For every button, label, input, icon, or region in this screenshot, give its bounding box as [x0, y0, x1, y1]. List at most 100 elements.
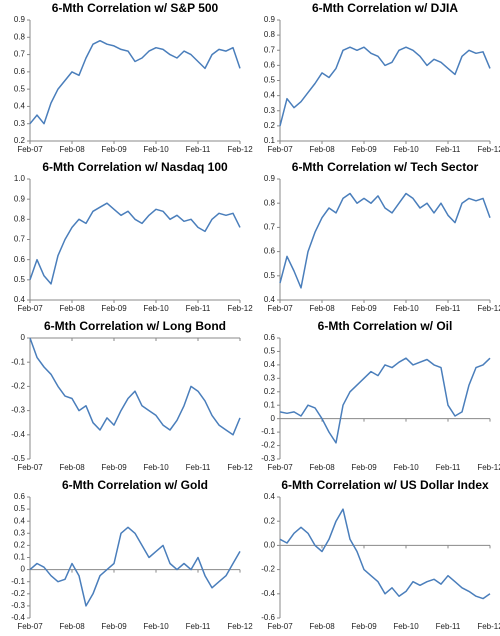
y-tick-label: -0.4	[11, 430, 25, 439]
y-tick-label: -0.3	[11, 601, 25, 610]
chart-panel: 6-Mth Correlation w/ US Dollar Index -0.6…	[261, 478, 500, 631]
x-tick-label: Feb-11	[186, 304, 211, 313]
x-tick-label: Feb-12	[477, 304, 500, 313]
y-tick-label: 0.2	[264, 387, 276, 396]
y-tick-label: 0.6	[14, 255, 26, 264]
x-tick-label: Feb-08	[59, 304, 85, 313]
series-line	[279, 357, 491, 444]
y-tick-label: 0.6	[264, 60, 276, 69]
y-tick-label: -0.2	[11, 382, 25, 391]
y-tick-label: 0.6	[264, 333, 276, 342]
y-tick-label: 0.5	[264, 347, 276, 356]
y-tick-label: -0.1	[11, 357, 25, 366]
chart-title: 6-Mth Correlation w/ Long Bond	[44, 319, 226, 333]
x-tick-label: Feb-12	[477, 463, 500, 472]
x-tick-label: Feb-08	[59, 145, 85, 154]
series-line	[29, 337, 241, 436]
x-tick-label: Feb-09	[351, 304, 377, 313]
y-tick-label: 0.7	[14, 50, 26, 59]
chart-panel: 6-Mth Correlation w/ Tech Sector 0.4 0.5 0.…	[264, 160, 500, 313]
x-tick-label: Feb-09	[351, 145, 377, 154]
x-tick-label: Feb-12	[477, 145, 500, 154]
y-tick-label: 0.4	[264, 492, 276, 501]
series-line	[279, 46, 491, 127]
y-tick-label: 0.3	[264, 373, 276, 382]
y-tick-label: 0.5	[14, 275, 26, 284]
x-tick-label: Feb-10	[143, 622, 169, 631]
chart-panel: 6-Mth Correlation w/ Gold -0.4 -0.3 -0.2 -0.…	[11, 478, 253, 631]
x-tick-label: Feb-11	[186, 145, 211, 154]
x-tick-label: Feb-09	[351, 622, 377, 631]
chart-panel: 6-Mth Correlation w/ Long Bond -0.5 -0.4 -0…	[11, 319, 253, 472]
y-tick-label: -0.1	[11, 577, 25, 586]
y-tick-label: 0.6	[14, 67, 26, 76]
y-tick-label: 0.5	[14, 504, 26, 513]
x-tick-label: Feb-09	[101, 463, 127, 472]
y-tick-label: 0.7	[14, 235, 26, 244]
x-tick-label: Feb-11	[436, 622, 461, 631]
x-tick-label: Feb-11	[186, 463, 211, 472]
chart-panel: 6-Mth Correlation w/ S&P 500 0.2 0.3 0.4 0.5…	[14, 1, 253, 154]
y-tick-label: 0.3	[14, 528, 26, 537]
x-tick-label: Feb-08	[309, 622, 335, 631]
y-tick-label: -0.1	[261, 427, 275, 436]
x-tick-label: Feb-10	[393, 622, 419, 631]
y-tick-label: 0.3	[264, 106, 276, 115]
y-tick-label: 0.5	[14, 84, 26, 93]
x-tick-label: Feb-10	[143, 304, 169, 313]
y-tick-label: 0.3	[14, 119, 26, 128]
y-tick-label: 1.0	[14, 174, 26, 183]
y-tick-label: 0.7	[264, 45, 276, 54]
y-tick-label: 0.2	[264, 121, 276, 130]
chart-title: 6-Mth Correlation w/ DJIA	[312, 1, 458, 15]
y-tick-label: 0	[21, 565, 26, 574]
y-tick-label: 0.7	[264, 223, 276, 232]
y-tick-label: 0.9	[14, 194, 26, 203]
y-tick-label: -0.4	[11, 613, 25, 622]
y-tick-label: 0.8	[264, 198, 276, 207]
x-tick-label: Feb-07	[17, 145, 43, 154]
x-tick-label: Feb-11	[186, 622, 211, 631]
chart-panel: 6-Mth Correlation w/ Nasdaq 100 0.4 0.5 0.6…	[14, 160, 253, 313]
x-tick-label: Feb-10	[143, 145, 169, 154]
series-line	[279, 508, 491, 600]
x-tick-label: Feb-10	[393, 304, 419, 313]
y-tick-label: 0.9	[264, 174, 276, 183]
x-tick-label: Feb-10	[393, 463, 419, 472]
chart-panel: 6-Mth Correlation w/ Oil -0.3 -0.2 -0.1 0 0.1…	[261, 319, 500, 472]
y-tick-label: 0.2	[264, 516, 276, 525]
x-tick-label: Feb-08	[309, 463, 335, 472]
y-tick-label: 0.8	[264, 30, 276, 39]
series-line	[29, 39, 241, 125]
x-tick-label: Feb-07	[267, 463, 293, 472]
chart-title: 6-Mth Correlation w/ US Dollar Index	[281, 478, 489, 492]
series-line	[279, 192, 491, 289]
y-tick-label: 0.4	[14, 516, 26, 525]
y-tick-label: -0.2	[261, 565, 275, 574]
series-line	[29, 526, 241, 607]
chart-title: 6-Mth Correlation w/ Oil	[318, 319, 453, 333]
x-tick-label: Feb-12	[477, 622, 500, 631]
y-tick-label: -0.5	[11, 454, 25, 463]
y-tick-label: 0.4	[14, 102, 26, 111]
x-tick-label: Feb-09	[101, 622, 127, 631]
y-tick-label: 0.4	[14, 295, 26, 304]
x-tick-label: Feb-12	[227, 145, 253, 154]
x-tick-label: Feb-08	[59, 622, 85, 631]
y-tick-label: 0.5	[264, 271, 276, 280]
y-tick-label: 0.6	[14, 492, 26, 501]
x-tick-label: Feb-09	[351, 463, 377, 472]
y-tick-label: 0.1	[264, 400, 276, 409]
y-tick-label: 0.9	[14, 15, 26, 24]
y-tick-label: 0.8	[14, 214, 26, 223]
x-tick-label: Feb-07	[17, 304, 43, 313]
y-tick-label: 0.4	[264, 360, 276, 369]
y-tick-label: 0.1	[264, 136, 276, 145]
x-tick-label: Feb-07	[267, 304, 293, 313]
y-tick-label: 0.2	[14, 136, 26, 145]
chart-title: 6-Mth Correlation w/ Nasdaq 100	[42, 160, 228, 174]
x-tick-label: Feb-12	[227, 463, 253, 472]
y-tick-label: 0.1	[14, 553, 26, 562]
